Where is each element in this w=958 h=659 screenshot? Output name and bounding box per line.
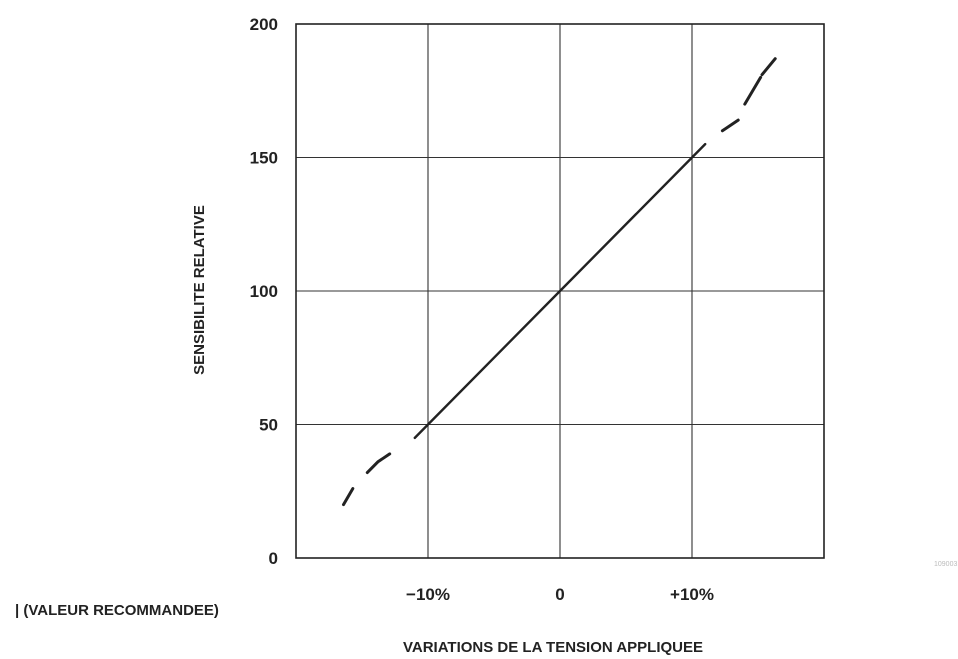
series (342, 57, 777, 507)
footnote: | (VALEUR RECOMMANDEE) (15, 602, 219, 619)
series-line-dash (743, 75, 763, 106)
x-axis-title: VARIATIONS DE LA TENSION APPLIQUEE (403, 639, 703, 656)
series-line-dash (342, 487, 355, 507)
x-tick-label: −10% (406, 585, 450, 604)
x-tick-labels: −10% 0 +10% (406, 585, 714, 604)
corner-code: 1090031 (934, 561, 958, 568)
plot-frame (295, 23, 825, 559)
x-tick-label: 0 (555, 585, 564, 604)
y-axis-title: SENSIBILITE RELATIVE (191, 205, 208, 375)
x-tick-label: +10% (670, 585, 714, 604)
y-tick-labels: 0 50 100 150 200 (250, 15, 278, 568)
y-tick-label: 150 (250, 149, 278, 168)
series-line-dash (720, 118, 740, 133)
y-tick-label: 200 (250, 15, 278, 34)
y-tick-label: 50 (259, 416, 278, 435)
y-tick-label: 0 (269, 549, 278, 568)
series-line-dash (760, 57, 777, 77)
y-tick-label: 100 (250, 282, 278, 301)
series-line-solid (413, 142, 707, 440)
series-line-dash (365, 452, 392, 475)
